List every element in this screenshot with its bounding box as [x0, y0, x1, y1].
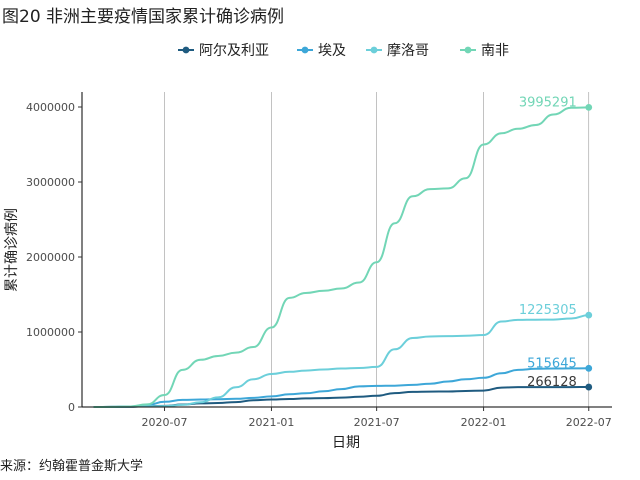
series-lines: [93, 106, 589, 409]
legend-item-3: 南非: [460, 43, 509, 59]
series-end-label-3: 3995291: [519, 95, 577, 110]
x-tick-label-0: 2020-07: [142, 416, 188, 429]
legend-label-3: 南非: [481, 43, 509, 59]
series-line-3: [93, 106, 589, 408]
y-tick-label-3: 3000000: [26, 176, 75, 189]
x-axis-ticks: 2020-07 2021-01 2021-07 2022-01 2022-07: [142, 407, 612, 429]
grid-lines: [164, 92, 590, 407]
legend-key-marker-2: [370, 46, 378, 54]
series-end-label-1: 515645: [527, 356, 577, 371]
y-axis-title: 累计确诊病例: [4, 208, 20, 292]
x-tick-label-1: 2021-01: [248, 416, 294, 429]
legend-key-marker-0: [182, 46, 190, 54]
legend-item-2: 摩洛哥: [366, 42, 429, 59]
y-tick-label-1: 1000000: [26, 326, 75, 339]
legend-key-marker-1: [301, 46, 309, 54]
series-end-label-2: 1225305: [519, 303, 577, 318]
series-line-2: [93, 314, 589, 409]
y-tick-label-4: 4000000: [26, 101, 75, 114]
y-tick-label-2: 2000000: [26, 251, 75, 264]
series-end-label-0: 266128: [527, 375, 577, 390]
series-endpoint-3: [585, 103, 593, 111]
legend-key-marker-3: [464, 46, 472, 54]
series-endpoint-0: [585, 383, 593, 391]
legend-item-1: 埃及: [297, 43, 346, 59]
series-endpoint-2: [585, 311, 593, 319]
figure-title: 图20 非洲主要疫情国家累计确诊病例: [2, 7, 285, 27]
series-end-labels: 266128 515645 1225305 3995291: [519, 95, 577, 390]
legend-item-0: 阿尔及利亚: [178, 43, 269, 59]
legend-label-0: 阿尔及利亚: [199, 43, 269, 59]
x-tick-label-3: 2022-01: [461, 416, 507, 429]
axes: [81, 92, 612, 408]
series-endpoints: [585, 103, 593, 391]
series-endpoint-1: [585, 364, 593, 372]
legend-label-2: 摩洛哥: [387, 42, 429, 59]
x-axis-title: 日期: [332, 435, 360, 451]
y-axis-ticks: 0 1000000 2000000 3000000 4000000: [26, 101, 82, 414]
x-tick-label-4: 2022-07: [566, 416, 612, 429]
y-tick-label-0: 0: [68, 401, 75, 414]
x-tick-label-2: 2021-07: [354, 416, 400, 429]
legend: 阿尔及利亚 埃及 摩洛哥 南非: [178, 42, 509, 59]
legend-label-1: 埃及: [318, 43, 346, 59]
series-line-1: [93, 367, 589, 408]
source-note: 来源：约翰霍普金斯大学: [0, 459, 144, 474]
